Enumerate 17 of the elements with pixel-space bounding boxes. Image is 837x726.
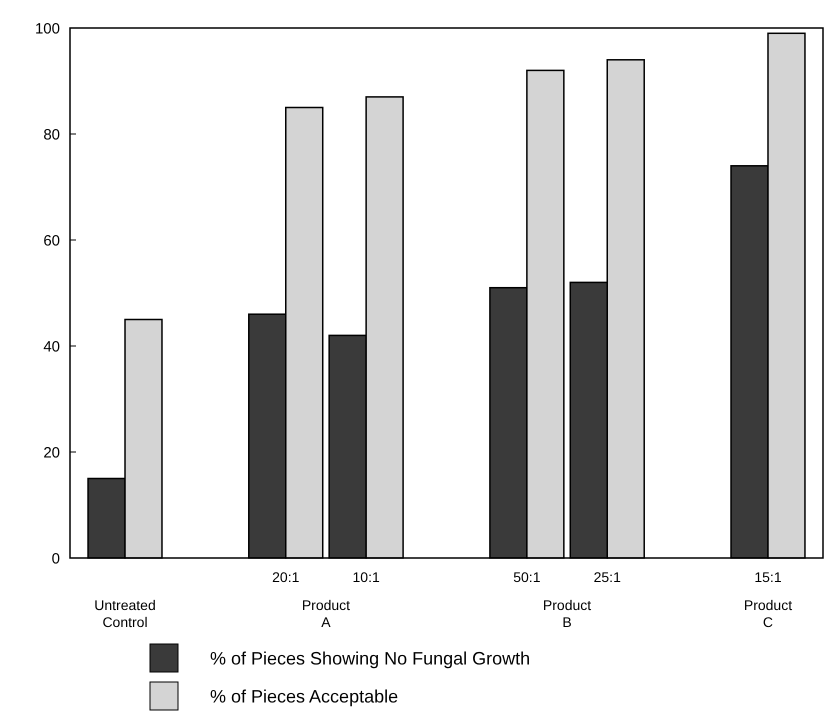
x-tick-label: 15:1 bbox=[754, 569, 782, 585]
y-tick-label: 60 bbox=[43, 232, 60, 250]
y-tick-label: 40 bbox=[43, 338, 60, 356]
y-tick-label: 100 bbox=[34, 20, 60, 38]
y-tick-label: 20 bbox=[43, 444, 60, 462]
x-tick-label: 20:1 bbox=[272, 569, 300, 585]
y-tick-label: 80 bbox=[43, 126, 60, 144]
x-tick-label: 25:1 bbox=[594, 569, 622, 585]
x-tick-label: 10:1 bbox=[352, 569, 380, 585]
text: Untreated Control bbox=[94, 597, 156, 630]
legend-label: % of Pieces Showing No Fungal Growth bbox=[210, 648, 530, 668]
legend-label: % of Pieces Acceptable bbox=[210, 686, 398, 706]
y-tick-label: 0 bbox=[52, 550, 60, 568]
text: Product C bbox=[744, 597, 792, 630]
text: Product B bbox=[542, 597, 592, 630]
x-tick-label: 50:1 bbox=[513, 569, 541, 585]
text: Product A bbox=[302, 597, 350, 630]
